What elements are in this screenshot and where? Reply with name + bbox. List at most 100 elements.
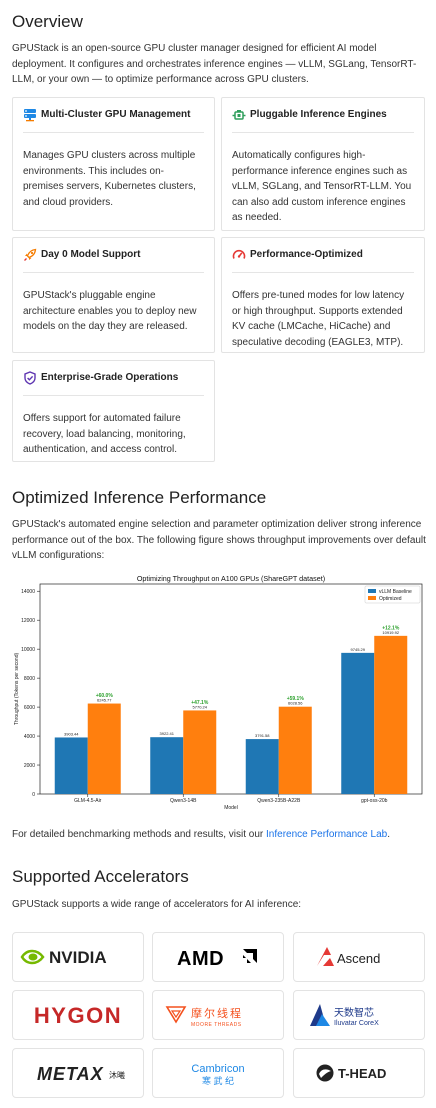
x-tick-label: GLM-4.5-Air [74,798,102,804]
y-tick-label: 0 [32,792,35,798]
card-body: Offers pre-tuned modes for low latency o… [232,290,405,348]
bar-baseline [341,652,375,794]
card-header: Pluggable Inference Engines [232,108,414,133]
feature-card-pluggable-engines: Pluggable Inference Engines Automaticall… [221,97,425,231]
bar-optimized [278,706,312,794]
footer-prefix: For detailed benchmarking methods and re… [12,829,267,840]
bar-optimized [374,635,408,794]
logo-text: T-HEAD [338,1066,386,1081]
accelerator-moore-threads: 摩尔线程 MOORE THREADS [152,990,284,1040]
bar-optimized [87,703,121,794]
y-tick-label: 8000 [24,676,35,682]
card-title: Enterprise-Grade Operations [41,372,179,383]
card-body: GPUStack's pluggable engine architecture… [23,290,197,332]
logo-text: Cambricon [191,1063,244,1075]
feature-card-performance: Performance-Optimized Offers pre-tuned m… [221,237,425,353]
logo-subtext: 寒 武 纪 [202,1075,234,1086]
server-cluster-icon [24,109,36,122]
accelerator-nvidia: NVIDIA [12,932,144,982]
legend-swatch [368,596,376,600]
improvement-label: +47.1% [191,700,209,706]
card-title: Multi-Cluster GPU Management [41,109,191,120]
card-title: Pluggable Inference Engines [250,109,387,120]
bar-baseline [245,739,279,794]
bar-value-label: 9745.29 [351,647,366,652]
throughput-chart: Optimizing Throughput on A100 GPUs (Shar… [14,574,423,811]
hygon-logo: HYGON [34,1003,122,1028]
y-axis-label: Throughput (Tokens per second) [14,653,20,726]
logo-text: METAX [37,1064,104,1084]
logo-subtext: Iluvatar CoreX [334,1020,379,1027]
feature-card-day0: Day 0 Model Support GPUStack's pluggable… [12,237,215,353]
cambricon-logo: Cambricon 寒 武 纪 [191,1063,244,1086]
legend-swatch [368,589,376,593]
card-title: Day 0 Model Support [41,249,141,260]
bar-value-label: 10919.92 [382,630,399,635]
improvement-label: +12.1% [382,625,400,631]
card-header: Performance-Optimized [232,248,414,273]
amd-logo: AMD [177,948,257,970]
card-body: Automatically configures high-performanc… [232,150,412,223]
accelerator-metax: METAX 沐曦 [12,1048,144,1098]
accelerator-amd: AMD [152,932,284,982]
card-title: Performance-Optimized [250,249,363,260]
feature-card-multi-cluster: Multi-Cluster GPU Management Manages GPU… [12,97,215,231]
y-tick-label: 10000 [21,647,35,653]
accelerator-ascend: Ascend [293,932,425,982]
logo-text: AMD [177,948,224,970]
improvement-label: +59.1% [287,696,305,702]
y-tick-label: 4000 [24,734,35,740]
footer-suffix: . [387,829,390,840]
x-tick-label: gpt-oss-20b [361,798,388,804]
card-header: Day 0 Model Support [23,248,204,273]
ascend-logo: Ascend [317,947,380,966]
feature-card-enterprise: Enterprise-Grade Operations Offers suppo… [12,360,215,462]
y-tick-label: 12000 [21,618,35,624]
improvement-label: +60.0% [96,693,114,699]
plot-frame [39,583,423,795]
bar-baseline [150,737,184,794]
bar-value-label: 5770.24 [193,704,208,709]
t-head-logo: T-HEAD [316,1064,386,1082]
accelerators-intro: GPUStack supports a wide range of accele… [12,899,302,910]
chart-title: Optimizing Throughput on A100 GPUs (Shar… [137,574,325,583]
y-tick-label: 2000 [24,763,35,769]
bar-value-label: 6245.77 [97,698,112,703]
card-body: Offers support for automated failure rec… [23,413,186,455]
overview-intro: GPUStack is an open-source GPU cluster m… [12,43,417,85]
iluvatar-logo: 天数智芯 Iluvatar CoreX [310,1004,379,1027]
logo-subtext: 沐曦 [109,1070,125,1080]
speedometer-icon [232,249,246,259]
accelerator-t-head: T-HEAD [293,1048,425,1098]
plug-engine-icon [232,110,246,120]
legend-label: Optimized [379,596,402,602]
logo-text: 天数智芯 [334,1006,374,1019]
performance-footer: For detailed benchmarking methods and re… [12,827,426,843]
inference-performance-lab-link[interactable]: Inference Performance Lab [266,829,388,840]
bar-value-label: 3903.44 [64,731,79,736]
x-tick-label: Qwen3-235B-A22B [257,798,301,804]
legend-label: vLLM Baseline [379,589,412,595]
legend-box [364,585,421,604]
x-tick-label: Qwen3-14B [170,798,197,804]
accelerator-cambricon: Cambricon 寒 武 纪 [152,1048,284,1098]
performance-intro: GPUStack's automated engine selection an… [12,519,426,561]
bar-baseline [54,737,88,794]
logo-text: HYGON [34,1003,122,1028]
accelerators-title: Supported Accelerators [12,867,189,886]
logo-subtext: MOORE THREADS [191,1022,242,1028]
logo-text: NVIDIA [49,948,107,967]
bar-value-label: 6028.56 [288,701,303,706]
card-header: Multi-Cluster GPU Management [23,108,204,133]
shield-check-icon [24,371,36,385]
logo-text: Ascend [337,951,380,966]
y-tick-label: 14000 [21,589,35,595]
bar-optimized [183,710,217,794]
bar-value-label: 3922.41 [160,731,175,736]
logo-text: 摩尔线程 [191,1006,243,1020]
x-axis-label: Model [224,805,238,811]
moore-threads-logo: 摩尔线程 MOORE THREADS [165,1006,243,1028]
rocket-icon [24,248,37,261]
bar-value-label: 3791.58 [255,733,270,738]
accelerator-hygon: HYGON [12,990,144,1040]
